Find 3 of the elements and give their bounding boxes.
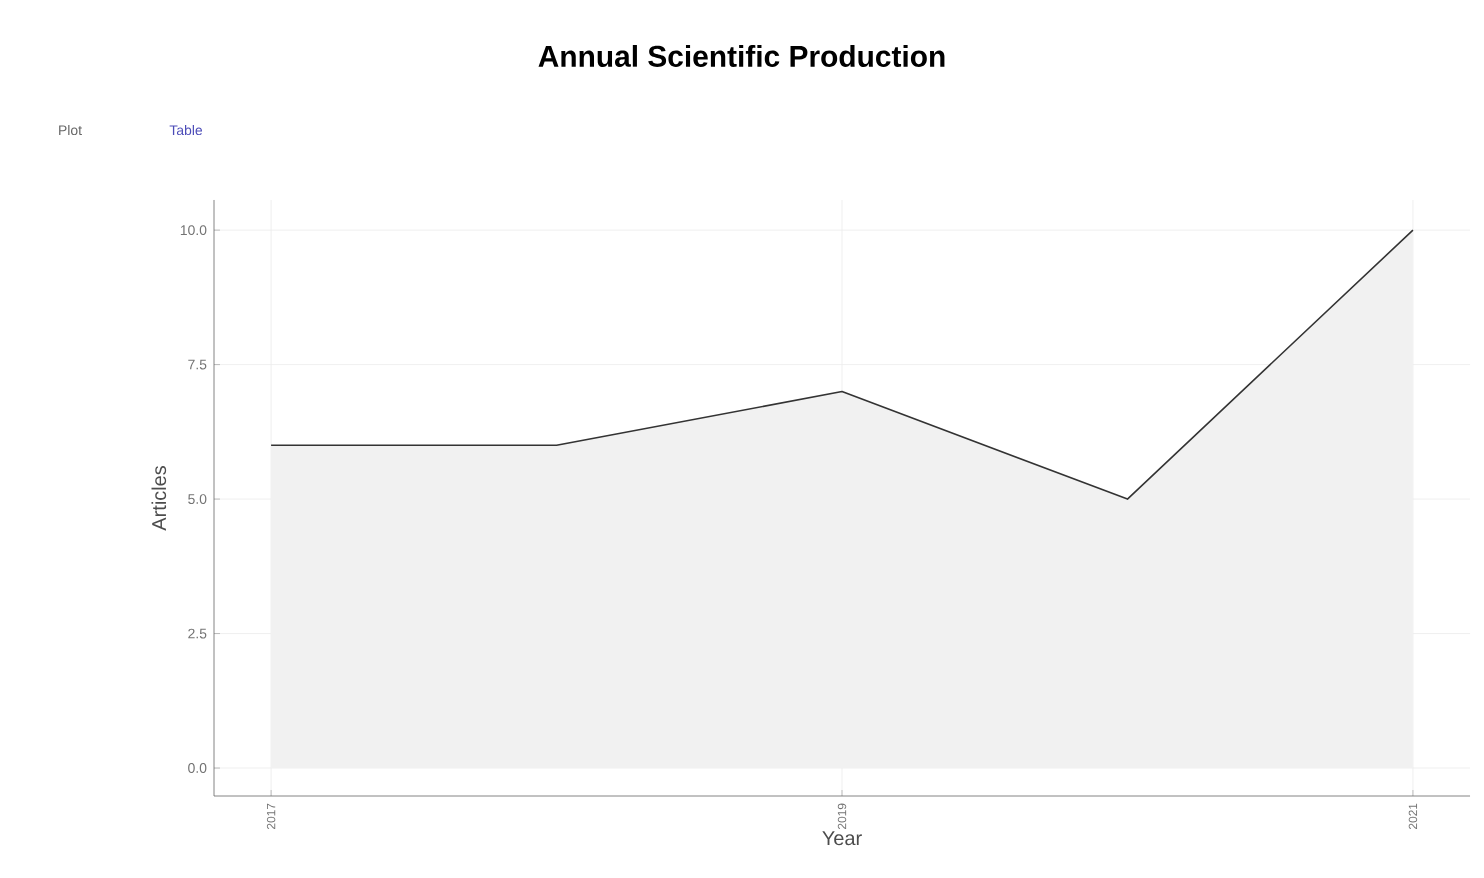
chart-title: Annual Scientific Production [538, 45, 945, 67]
x-axis-title: Year [822, 831, 862, 846]
y-axis-title: Articles [151, 466, 167, 531]
